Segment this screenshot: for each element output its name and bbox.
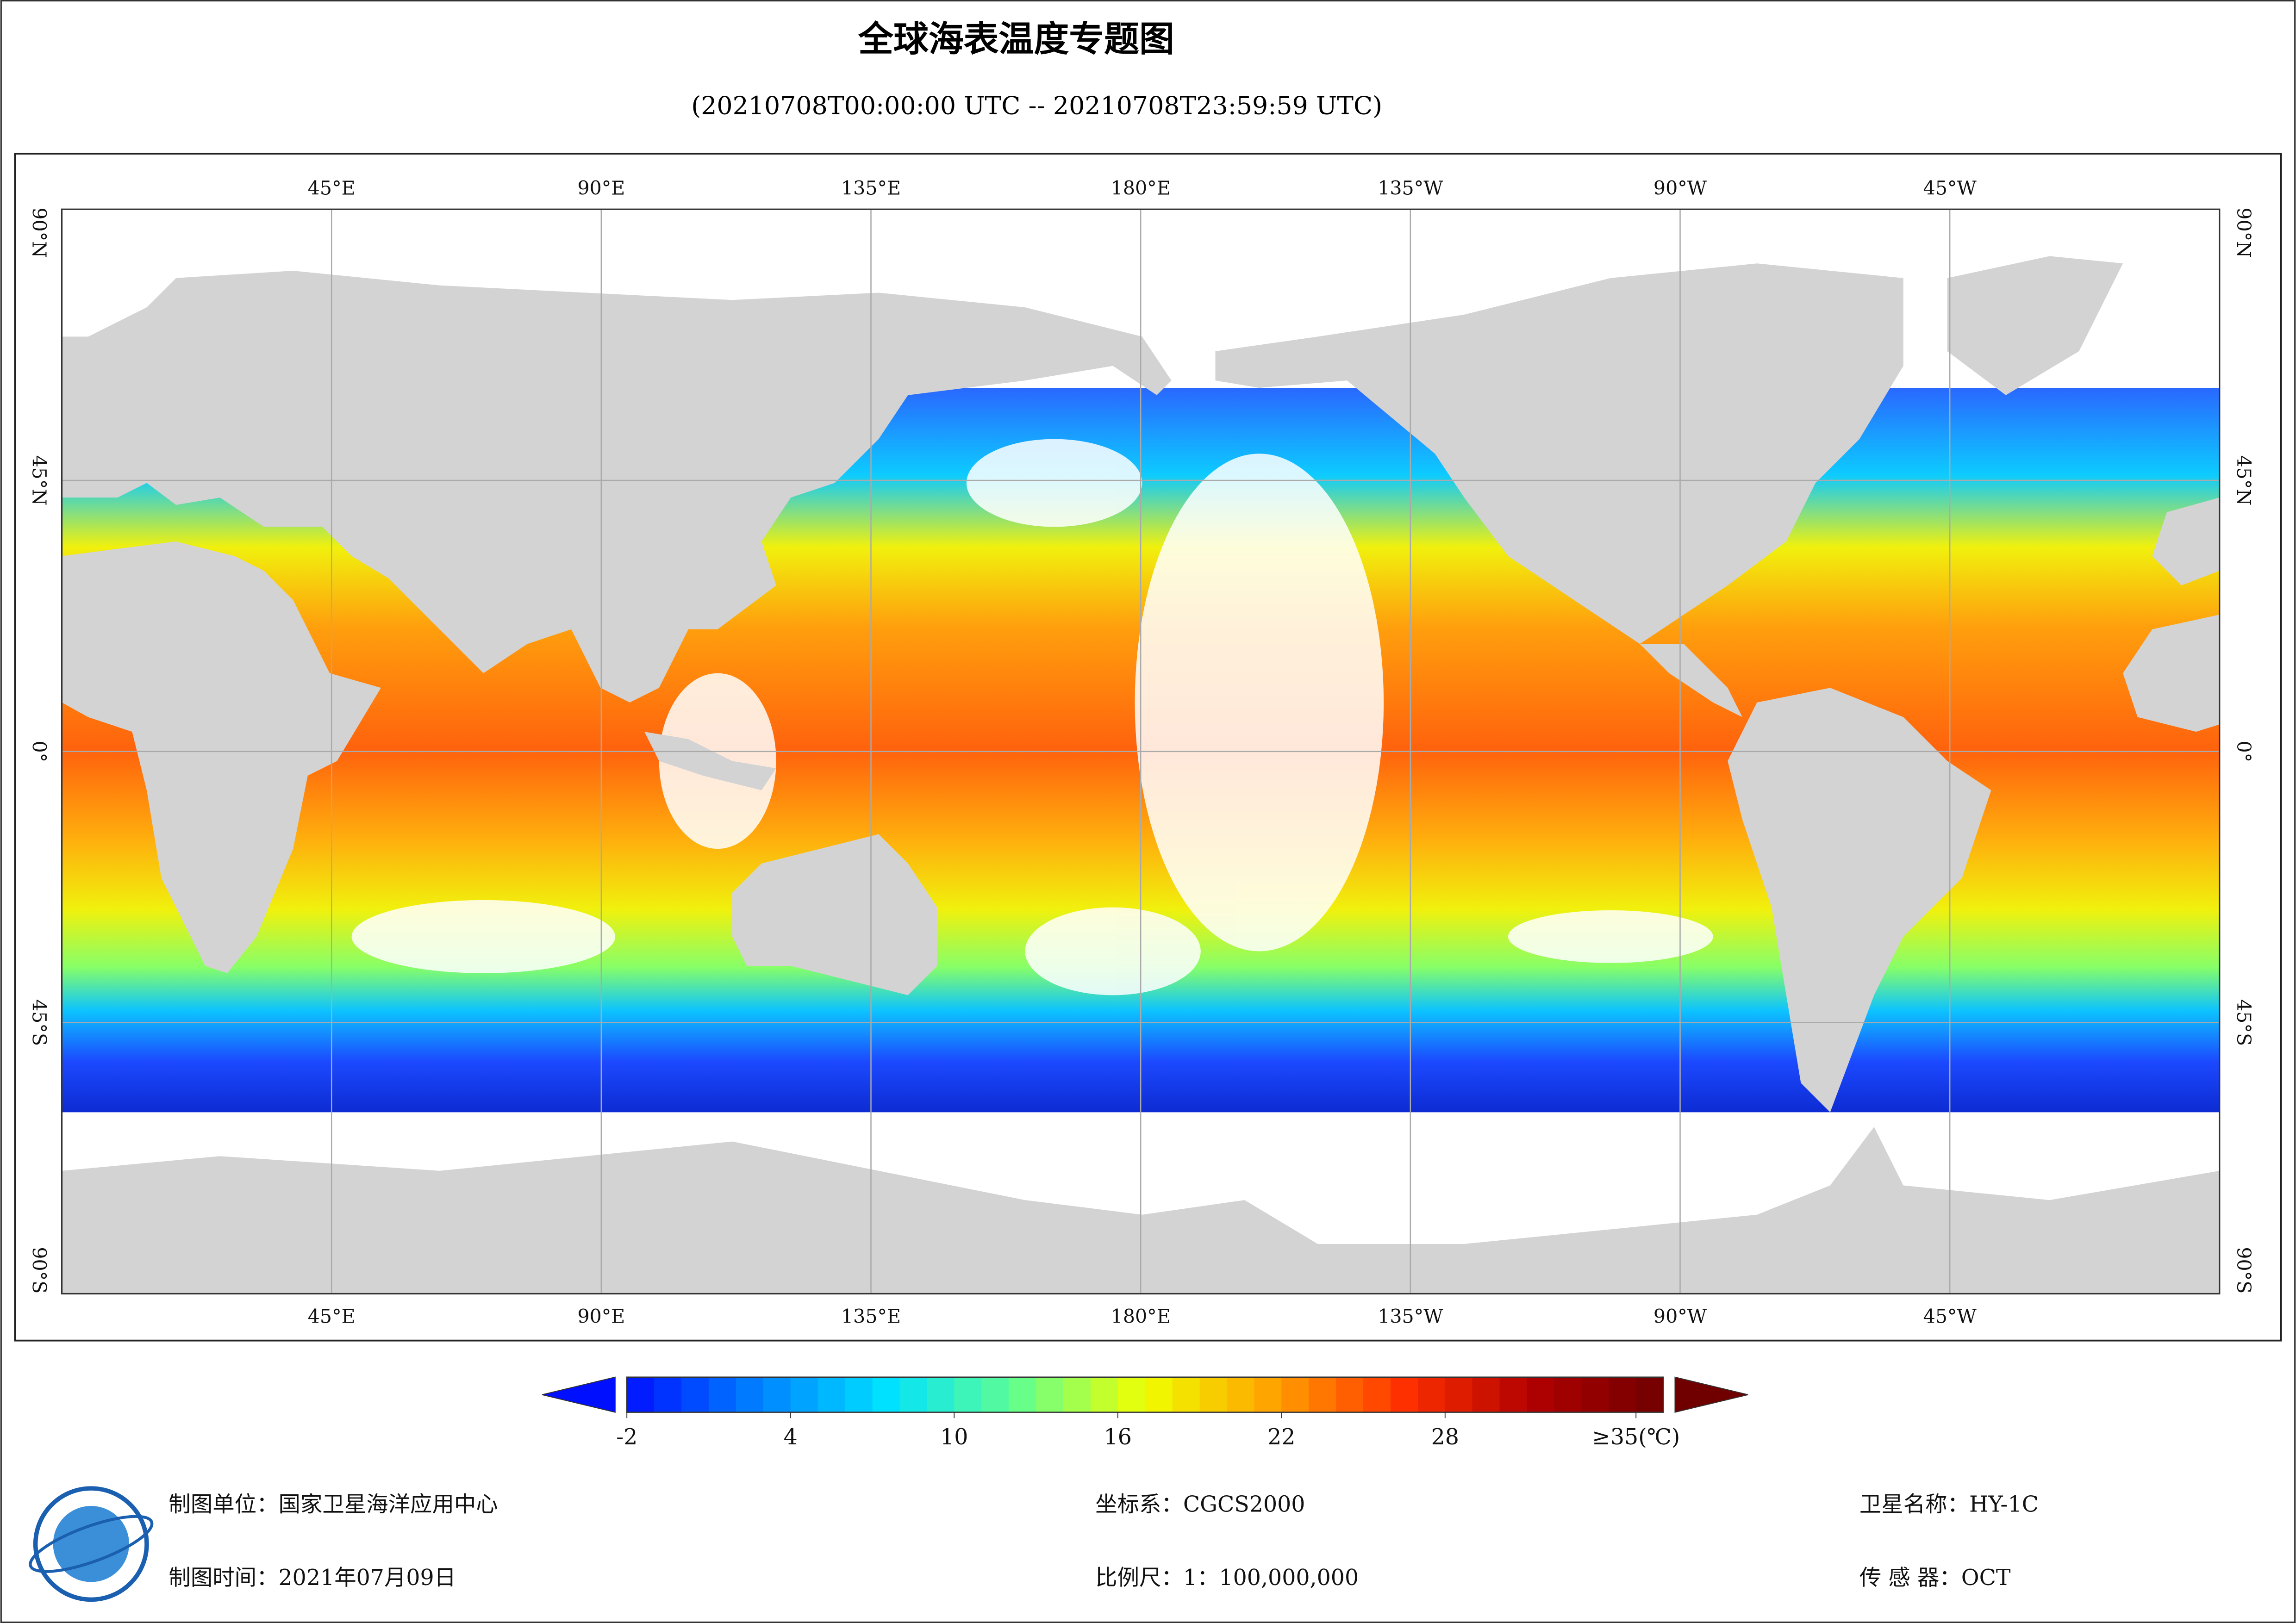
lon-label: 180°E (1111, 1306, 1171, 1328)
footer-sensor: 传 感 器：OCT (1859, 1565, 2011, 1591)
colorbar-segment (1036, 1377, 1064, 1412)
colorbar-segment (1254, 1377, 1282, 1412)
footer-crs: 坐标系：CGCS2000 (1095, 1492, 1305, 1517)
lon-label: 180°E (1111, 177, 1171, 199)
footer-satellite: 卫星名称：HY-1C (1859, 1492, 2039, 1517)
lon-label: 90°E (577, 177, 625, 199)
map-border (61, 208, 2221, 1295)
colorbar-segment (1527, 1377, 1555, 1412)
colorbar-arrow-high (1674, 1376, 1748, 1413)
colorbar-segment (1499, 1377, 1528, 1412)
colorbar-segment (708, 1377, 736, 1412)
colorbar-segment (981, 1377, 1010, 1412)
colorbar-segment (681, 1377, 709, 1412)
colorbar-segment (654, 1377, 682, 1412)
colorbar-segment (736, 1377, 764, 1412)
colorbar-segment (1172, 1377, 1200, 1412)
lat-label: 45°N (28, 455, 50, 506)
lon-label: 135°W (1378, 177, 1443, 199)
colorbar-segment (1581, 1377, 1610, 1412)
colorbar-segment (1636, 1377, 1664, 1412)
colorbar-segment (1309, 1377, 1337, 1412)
lat-label: 45°S (28, 999, 50, 1046)
colorbar-segment (817, 1377, 846, 1412)
map-body (62, 209, 2220, 1294)
colorbar-segment (1227, 1377, 1255, 1412)
colorbar-label: 28 (1431, 1424, 1459, 1450)
colorbar-segment (899, 1377, 928, 1412)
colorbar-segment (872, 1377, 900, 1412)
colorbar: -2 4 10 16 22 28 ≥35(℃) (542, 1376, 1748, 1450)
colorbar-label: 4 (784, 1424, 798, 1450)
lon-label: 45°E (308, 177, 356, 199)
colorbar-border (626, 1376, 1664, 1413)
lon-label: 90°E (577, 1306, 625, 1328)
colorbar-segment (927, 1377, 955, 1412)
colorbar-segment (1417, 1377, 1446, 1412)
lon-label: 135°E (841, 177, 901, 199)
colorbar-segment (1363, 1377, 1391, 1412)
colorbar-segment (1554, 1377, 1582, 1412)
colorbar-arrow-low (542, 1376, 616, 1413)
colorbar-label: 10 (940, 1424, 968, 1450)
footer-time: 制图时间：2021年07月09日 (168, 1565, 456, 1591)
colorbar-segment (1472, 1377, 1500, 1412)
lat-label: 45°N (2233, 455, 2255, 506)
lon-label: 135°W (1378, 1306, 1443, 1328)
lon-label: 135°E (841, 1306, 901, 1328)
colorbar-label: 16 (1104, 1424, 1132, 1450)
colorbar-label: ≥35(℃) (1592, 1424, 1680, 1450)
colorbar-segment (627, 1377, 655, 1412)
colorbar-segment (954, 1377, 982, 1412)
colorbar-label: -2 (616, 1424, 637, 1450)
colorbar-segment (1063, 1377, 1091, 1412)
lat-label: 0° (2233, 740, 2255, 762)
map-frame (14, 153, 2282, 1342)
colorbar-segment (1609, 1377, 1637, 1412)
colorbar-segment (1090, 1377, 1118, 1412)
colorbar-segment (1336, 1377, 1364, 1412)
lat-label: 90°S (2233, 1247, 2255, 1293)
title: 全球海表温度专题图 (858, 19, 1174, 60)
footer-unit: 制图单位：国家卫星海洋应用中心 (168, 1492, 498, 1517)
subtitle: (20210708T00:00:00 UTC -- 20210708T23:59… (691, 91, 1382, 120)
lat-label: 90°N (28, 207, 50, 258)
colorbar-segment (1117, 1377, 1146, 1412)
colorbar-label: 22 (1267, 1424, 1295, 1450)
colorbar-segment (763, 1377, 791, 1412)
lon-label: 45°W (1923, 177, 1977, 199)
logo (29, 1486, 154, 1602)
colorbar-segment (790, 1377, 818, 1412)
colorbar-segment (1199, 1377, 1228, 1412)
colorbar-segment (1009, 1377, 1036, 1412)
lat-label: 90°N (2233, 207, 2255, 258)
colorbar-segment (845, 1377, 873, 1412)
lon-label: 45°W (1923, 1306, 1977, 1328)
colorbar-segment (1145, 1377, 1173, 1412)
lat-label: 90°S (28, 1247, 50, 1293)
colorbar-segment (1390, 1377, 1418, 1412)
lon-label: 90°W (1653, 1306, 1707, 1328)
colorbar-segment (1445, 1377, 1473, 1412)
lon-label: 90°W (1653, 177, 1707, 199)
lon-label: 45°E (308, 1306, 356, 1328)
lat-label: 0° (28, 740, 50, 762)
graticule (62, 209, 2220, 1294)
footer-scale: 比例尺：1：100,000,000 (1095, 1565, 1359, 1591)
colorbar-segment (1281, 1377, 1310, 1412)
lat-label: 45°S (2233, 999, 2255, 1046)
